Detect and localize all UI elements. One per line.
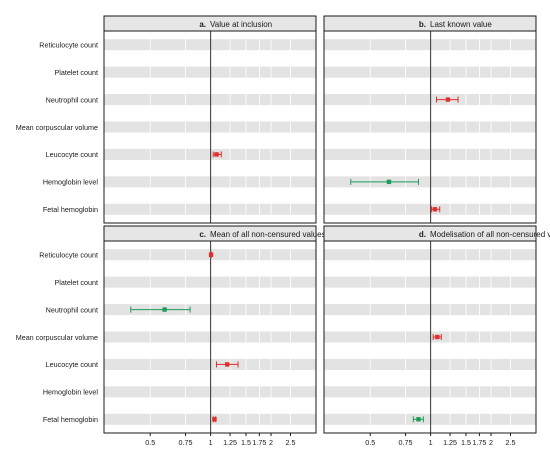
point-estimate (208, 252, 214, 257)
panel-d-letter: d. (419, 230, 426, 239)
point-estimate (416, 417, 421, 422)
panel-c-row-band (104, 413, 316, 425)
x-tick-label: 1.75 (472, 438, 486, 447)
row-label: Leucocyte count (46, 360, 98, 369)
point-estimate (435, 334, 440, 340)
panel-b-row-band (324, 203, 536, 215)
row-label: Mean corpuscular volume (16, 123, 98, 132)
panel-a-letter: a. (199, 20, 206, 29)
panel-b-row-band (324, 94, 536, 106)
panel-d-border (323, 240, 537, 434)
panel-b-row-band (324, 121, 536, 133)
panel-b-title: Last known value (430, 20, 492, 29)
x-tick-label: 2 (269, 438, 273, 447)
row-label: Hemoglobin level (43, 388, 99, 397)
panel-b-letter: b. (419, 20, 426, 29)
panel-b-row-band (324, 39, 536, 51)
point-estimate (445, 97, 451, 102)
panel-b-row-band (324, 66, 536, 78)
panel-c-row-band (104, 331, 316, 343)
panel-a-title: Value at inclusion (210, 20, 272, 29)
x-tick-label: 2.5 (285, 438, 295, 447)
row-label: Mean corpuscular volume (16, 333, 98, 342)
panel-b-border (323, 30, 537, 224)
point-estimate (386, 179, 392, 185)
panel-c-border (103, 240, 317, 434)
row-label: Platelet count (54, 278, 98, 287)
x-tick-label: 1.75 (252, 438, 266, 447)
row-label: Leucocyte count (46, 150, 98, 159)
x-tick-label: 0.5 (365, 438, 375, 447)
x-tick-label: 0.75 (179, 438, 193, 447)
point-estimate (162, 307, 167, 312)
point-estimate (214, 152, 219, 157)
panel-c-letter: c. (199, 230, 206, 239)
panel-b-row-band (324, 176, 536, 188)
row-label: Fetal hemoglobin (43, 415, 98, 424)
panel-d-row-band (324, 276, 536, 288)
panel-c-row-band (104, 386, 316, 398)
panel-a-row-band (104, 148, 316, 160)
panel-b-row-band (324, 148, 536, 160)
point-estimate (432, 207, 438, 212)
panel-a-row-band (104, 176, 316, 188)
panel-c-row-band (104, 276, 316, 288)
panel-d-row-band (324, 304, 536, 316)
panel-a-row-band (104, 203, 316, 215)
x-tick-label: 0.75 (399, 438, 413, 447)
x-tick-label: 1.5 (241, 438, 251, 447)
x-tick-label: 2.5 (505, 438, 515, 447)
panel-a-border (103, 30, 317, 224)
panel-c-row-band (104, 358, 316, 370)
x-tick-label: 1.25 (443, 438, 457, 447)
panel-d-row-band (324, 386, 536, 398)
row-label: Hemoglobin level (43, 178, 99, 187)
panel-a-row-band (104, 66, 316, 78)
panel-d-row-band (324, 331, 536, 343)
x-tick-label: 1.25 (223, 438, 237, 447)
point-estimate (212, 417, 217, 422)
panel-c-title: Mean of all non-censured values (210, 230, 326, 239)
panel-a-row-band (104, 121, 316, 133)
row-label: Platelet count (54, 68, 98, 77)
panel-c-row-band (104, 304, 316, 316)
row-label: Fetal hemoglobin (43, 205, 98, 214)
x-tick-label: 1.5 (461, 438, 471, 447)
panel-d-row-band (324, 413, 536, 425)
panel-a-row-band (104, 39, 316, 51)
point-estimate (225, 362, 230, 367)
x-tick-label: 1 (429, 438, 433, 447)
panel-d-title: Modelisation of all non-censured values (430, 230, 550, 239)
row-label: Reticulocyte count (39, 251, 98, 260)
panel-a-row-band (104, 94, 316, 106)
x-tick-label: 2 (489, 438, 493, 447)
x-tick-label: 0.5 (145, 438, 155, 447)
x-tick-label: 1 (209, 438, 213, 447)
row-label: Neutrophil count (46, 95, 98, 104)
panel-d-row-band (324, 249, 536, 261)
row-label: Neutrophil count (46, 305, 98, 314)
panel-d-row-band (324, 358, 536, 370)
row-label: Reticulocyte count (39, 41, 98, 50)
